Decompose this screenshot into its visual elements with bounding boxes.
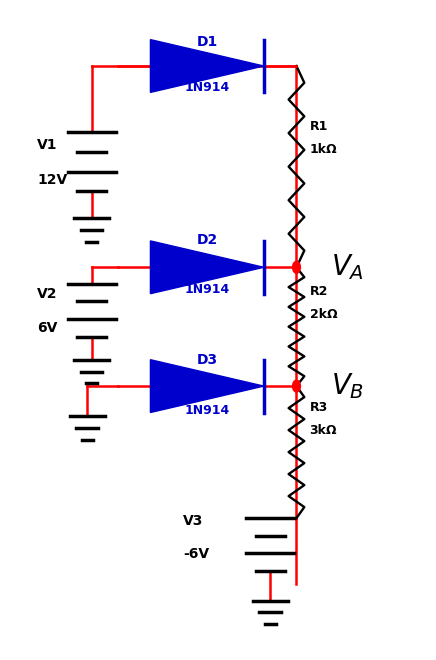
Polygon shape bbox=[150, 360, 264, 412]
Text: $V_A$: $V_A$ bbox=[331, 252, 364, 282]
Text: 6V: 6V bbox=[37, 321, 58, 335]
Circle shape bbox=[293, 261, 300, 273]
Text: R3: R3 bbox=[310, 401, 328, 414]
Text: D2: D2 bbox=[197, 232, 218, 247]
Text: -6V: -6V bbox=[183, 547, 209, 562]
Text: V1: V1 bbox=[37, 138, 58, 152]
Polygon shape bbox=[150, 40, 264, 92]
Text: 3kΩ: 3kΩ bbox=[310, 424, 337, 437]
Circle shape bbox=[293, 380, 300, 392]
Text: $V_B$: $V_B$ bbox=[331, 371, 364, 401]
Text: D3: D3 bbox=[197, 352, 218, 367]
Text: 12V: 12V bbox=[37, 172, 67, 187]
Polygon shape bbox=[150, 241, 264, 294]
Text: 1N914: 1N914 bbox=[184, 81, 230, 94]
Text: 1N914: 1N914 bbox=[184, 282, 230, 296]
Text: 2kΩ: 2kΩ bbox=[310, 308, 337, 321]
Text: V2: V2 bbox=[37, 286, 58, 301]
Text: R2: R2 bbox=[310, 285, 328, 298]
Text: D1: D1 bbox=[197, 34, 218, 49]
Text: V3: V3 bbox=[183, 514, 204, 529]
Text: R1: R1 bbox=[310, 120, 328, 133]
Text: 1kΩ: 1kΩ bbox=[310, 143, 337, 156]
Text: 1N914: 1N914 bbox=[184, 404, 230, 417]
